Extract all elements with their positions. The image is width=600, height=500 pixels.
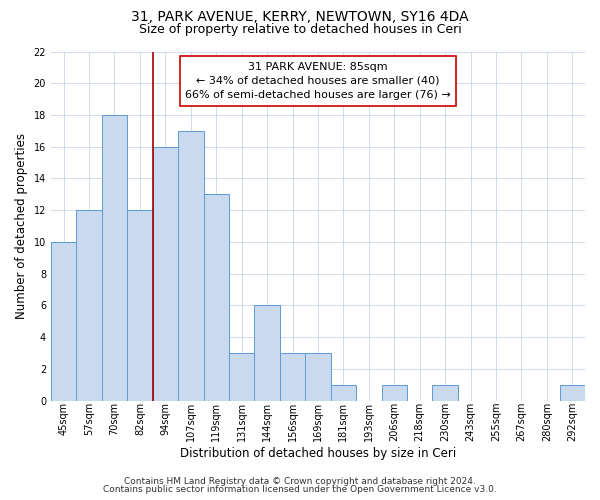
Bar <box>152 146 178 400</box>
Bar <box>51 242 76 400</box>
Bar <box>127 210 152 400</box>
Bar <box>229 353 254 401</box>
Bar <box>254 306 280 400</box>
Text: Contains public sector information licensed under the Open Government Licence v3: Contains public sector information licen… <box>103 485 497 494</box>
Bar <box>433 384 458 400</box>
Bar <box>76 210 102 400</box>
Bar <box>331 384 356 400</box>
Bar <box>203 194 229 400</box>
Y-axis label: Number of detached properties: Number of detached properties <box>15 133 28 319</box>
Bar <box>178 131 203 400</box>
Bar <box>102 115 127 401</box>
Bar <box>382 384 407 400</box>
Bar <box>280 353 305 401</box>
Text: 31 PARK AVENUE: 85sqm
← 34% of detached houses are smaller (40)
66% of semi-deta: 31 PARK AVENUE: 85sqm ← 34% of detached … <box>185 62 451 100</box>
Text: Contains HM Land Registry data © Crown copyright and database right 2024.: Contains HM Land Registry data © Crown c… <box>124 477 476 486</box>
Text: 31, PARK AVENUE, KERRY, NEWTOWN, SY16 4DA: 31, PARK AVENUE, KERRY, NEWTOWN, SY16 4D… <box>131 10 469 24</box>
Text: Size of property relative to detached houses in Ceri: Size of property relative to detached ho… <box>139 22 461 36</box>
Bar <box>305 353 331 401</box>
X-axis label: Distribution of detached houses by size in Ceri: Distribution of detached houses by size … <box>180 447 456 460</box>
Bar <box>560 384 585 400</box>
